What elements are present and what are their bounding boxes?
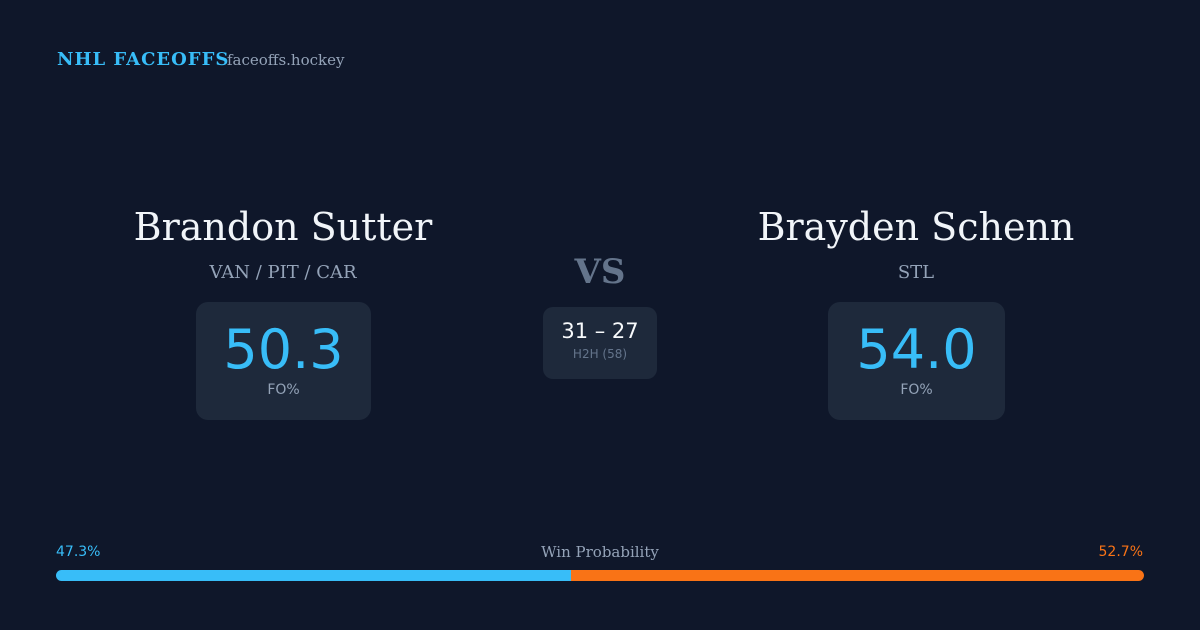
versus: VS (574, 252, 626, 292)
left-probability: 47.3% (56, 544, 101, 560)
player-teams: STL (897, 262, 935, 283)
player-name: Brandon Sutter (133, 205, 433, 249)
h2h-box: 31 – 27 H2H (58) (543, 307, 657, 379)
stat-value: 50.3 (223, 318, 344, 381)
right-probability: 52.7% (1098, 544, 1143, 560)
right-bar (570, 570, 1144, 581)
h2h-score: 31 – 27 (561, 319, 639, 343)
brand: NHL FACEOFFS (57, 49, 230, 70)
player-teams: VAN / PIT / CAR (209, 262, 357, 283)
stat-box: 54.0 FO% (828, 302, 1005, 420)
stat-box: 50.3 FO% (196, 302, 371, 420)
player-name: Brayden Schenn (757, 205, 1075, 249)
stat-label: FO% (267, 382, 300, 398)
site: faceoffs.hockey (227, 51, 345, 69)
h2h-label: H2H (58) (572, 347, 628, 361)
probability-bar (56, 570, 1144, 581)
stat-value: 54.0 (856, 318, 977, 381)
left-bar (56, 570, 571, 581)
stat-label: FO% (900, 382, 933, 398)
probability-title: Win Probability (541, 543, 659, 561)
